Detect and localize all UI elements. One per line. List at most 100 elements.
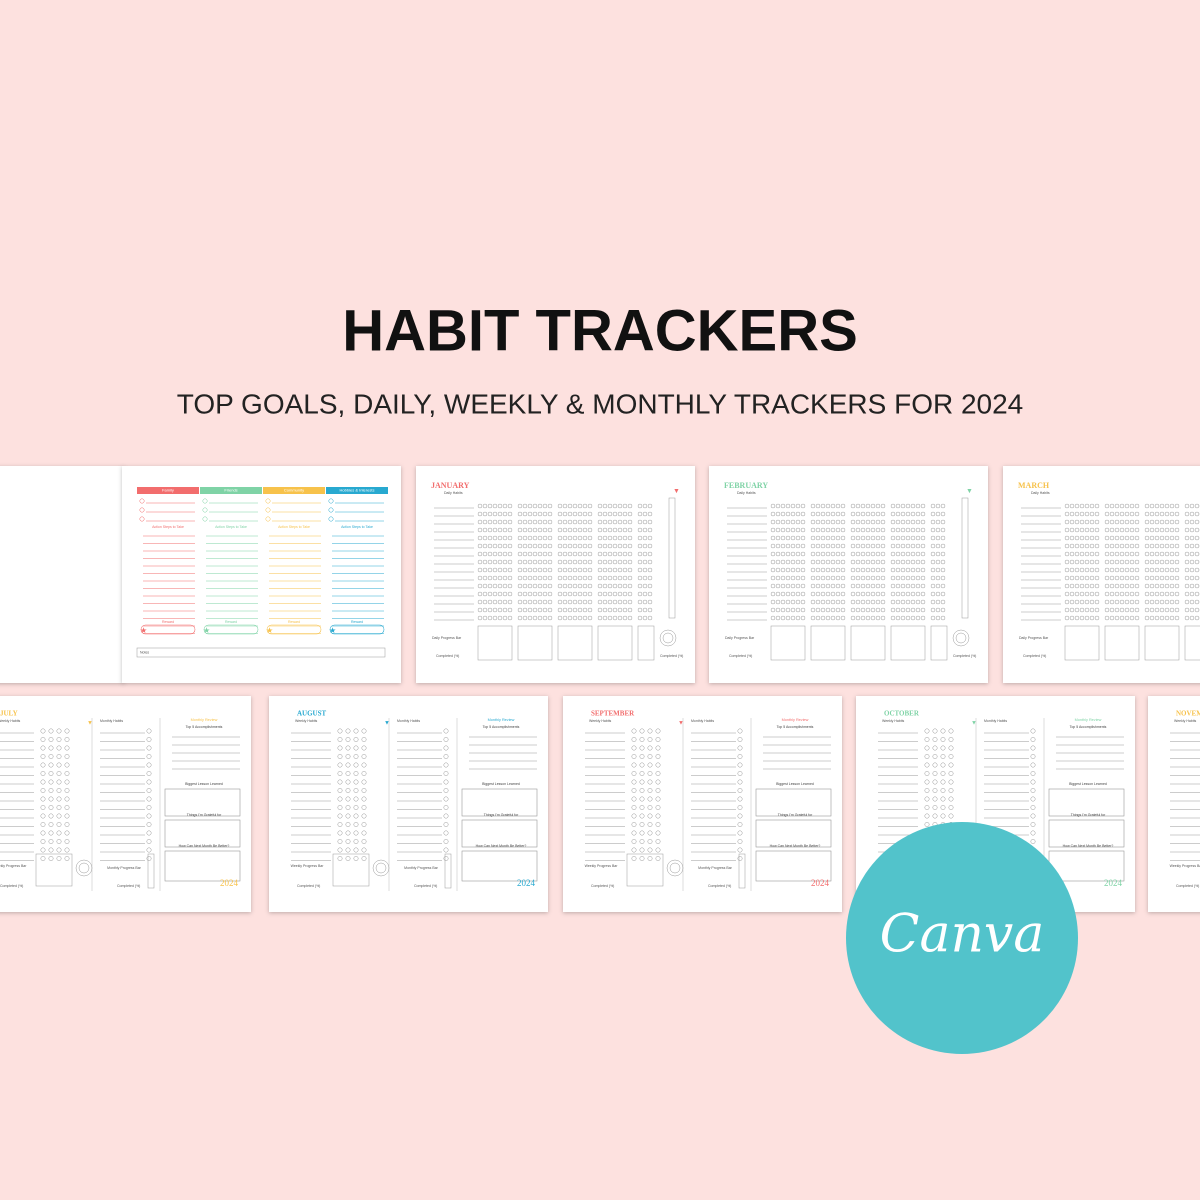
- checkbox: [337, 754, 343, 759]
- checkbox: [542, 519, 548, 525]
- checkbox: [930, 519, 936, 525]
- checkbox: [517, 519, 523, 525]
- checkbox: [875, 535, 881, 541]
- checkbox: [820, 559, 826, 565]
- checkbox: [900, 583, 906, 589]
- checkbox: [948, 754, 954, 759]
- checkbox: [1194, 575, 1200, 581]
- checkbox: [146, 796, 152, 802]
- checkbox: [547, 575, 553, 581]
- review-item: How Can Next Month Be Better?: [1063, 844, 1114, 848]
- checkbox: [815, 591, 821, 597]
- checkbox: [1124, 559, 1130, 565]
- checkbox: [815, 551, 821, 557]
- checkbox: [940, 615, 946, 621]
- checkbox: [785, 511, 791, 517]
- checkbox: [737, 737, 743, 742]
- checkbox: [587, 591, 593, 597]
- checkbox: [361, 805, 367, 810]
- sheet: [563, 696, 842, 912]
- checkbox: [537, 535, 543, 541]
- checkbox: [770, 535, 776, 541]
- checkbox: [1194, 567, 1200, 573]
- checkbox: [64, 822, 70, 827]
- checkbox: [577, 551, 583, 557]
- checkbox: [850, 551, 856, 557]
- checkbox: [1074, 527, 1080, 533]
- checkbox: [48, 805, 54, 810]
- checkbox: [890, 567, 896, 573]
- checkbox: [860, 519, 866, 525]
- checkbox: [1129, 519, 1135, 525]
- checkbox: [655, 788, 661, 793]
- checkbox: [770, 583, 776, 589]
- checkbox: [1169, 583, 1175, 589]
- trophy-icon: ▼: [966, 488, 973, 495]
- checkbox: [865, 535, 871, 541]
- checkbox: [1074, 575, 1080, 581]
- checkbox: [1149, 559, 1155, 565]
- checkbox: [557, 551, 563, 557]
- checkbox: [602, 551, 608, 557]
- checkbox: [1069, 599, 1075, 605]
- checkbox: [935, 559, 941, 565]
- checkbox: [865, 607, 871, 613]
- checkbox: [930, 503, 936, 509]
- checkbox: [146, 737, 152, 742]
- checkbox: [1114, 519, 1120, 525]
- checkbox: [507, 527, 513, 533]
- review-box: [1048, 819, 1125, 848]
- checkbox: [617, 583, 623, 589]
- checkbox: [1084, 543, 1090, 549]
- sheet: [1003, 466, 1200, 683]
- checkbox: [577, 615, 583, 621]
- checkbox: [627, 519, 633, 525]
- checkbox: [527, 511, 533, 517]
- checkbox: [850, 519, 856, 525]
- checkbox: [800, 575, 806, 581]
- checkbox: [567, 615, 573, 621]
- checkbox: [582, 615, 588, 621]
- checkbox: [567, 567, 573, 573]
- checkbox: [522, 559, 528, 565]
- checkbox: [1194, 591, 1200, 597]
- checkbox: [1104, 551, 1110, 557]
- checkbox: [880, 575, 886, 581]
- checkbox: [562, 503, 568, 509]
- checkbox: [522, 519, 528, 525]
- checkbox: [924, 813, 930, 819]
- checkbox: [850, 599, 856, 605]
- checkbox: [146, 805, 152, 810]
- checkbox: [1089, 519, 1095, 525]
- checkbox: [639, 762, 645, 768]
- checkbox: [1164, 527, 1170, 533]
- checkbox: [547, 591, 553, 597]
- checkbox: [522, 575, 528, 581]
- checkbox: [1064, 543, 1070, 549]
- checkbox: [865, 503, 871, 509]
- checkbox: [810, 599, 816, 605]
- checkbox: [612, 535, 618, 541]
- checkbox: [830, 615, 836, 621]
- checkbox: [482, 559, 488, 565]
- checkbox: [487, 591, 493, 597]
- weekly-label: Weekly Habits: [882, 719, 905, 723]
- checkbox: [780, 527, 786, 533]
- checkbox: [497, 567, 503, 573]
- checkbox: [637, 599, 643, 605]
- checkbox: [1164, 511, 1170, 517]
- checkbox: [557, 519, 563, 525]
- checkbox: [1094, 527, 1100, 533]
- checkbox: [361, 847, 367, 853]
- checkbox: [572, 551, 578, 557]
- checkbox: [597, 503, 603, 509]
- checkbox: [1154, 503, 1160, 509]
- review-item: Biggest Lesson Learned: [185, 782, 223, 786]
- checkbox: [1134, 503, 1140, 509]
- checkbox: [835, 591, 841, 597]
- checkbox: [790, 511, 796, 517]
- checkbox: [1144, 591, 1150, 597]
- checkbox: [146, 754, 152, 759]
- checkbox: [895, 535, 901, 541]
- checkbox: [647, 583, 653, 589]
